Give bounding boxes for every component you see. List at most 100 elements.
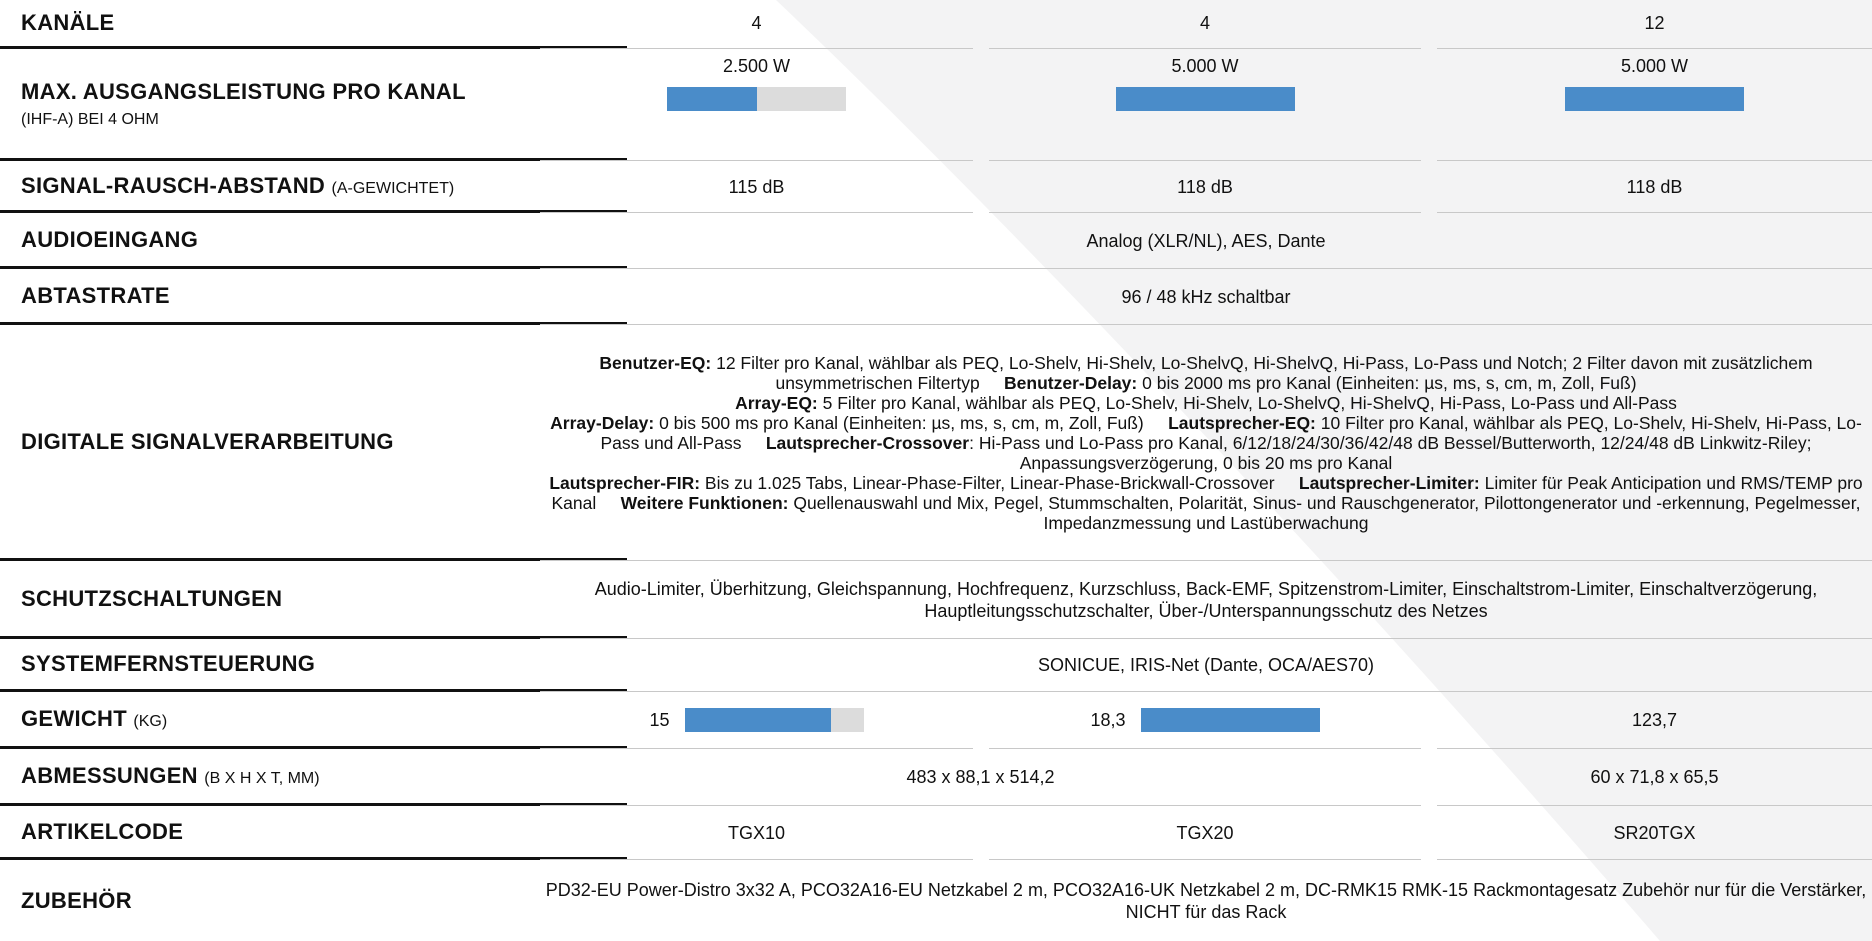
value-cell: SR20TGX — [1437, 806, 1872, 860]
value-cell: 18,3 — [989, 692, 1421, 749]
bar-track — [667, 87, 846, 111]
label-main: DIGITALE SIGNALVERARBEITUNG — [21, 428, 394, 454]
value-text: 15 — [649, 710, 670, 730]
row-label: DIGITALE SIGNALVERARBEITUNG — [0, 325, 627, 561]
table-row: ARTIKELCODE TGX10 TGX20 SR20TGX — [0, 806, 1872, 860]
description: Limiter für Peak Anticipation und RMS/TE… — [551, 472, 1863, 513]
bar-track — [684, 708, 864, 732]
value-text: 123,7 — [1631, 710, 1678, 730]
paragraph: Benutzer-EQ: 12 Filter pro Kanal, wählba… — [548, 353, 1864, 393]
value-text: 118 dB — [1177, 176, 1233, 197]
label-text: ARTIKELCODE — [21, 819, 627, 845]
label-text: GEWICHT (KG) — [21, 706, 627, 732]
row-label: GEWICHT (KG) — [0, 692, 627, 749]
label-main: AUDIOEINGANG — [21, 226, 199, 252]
bar-fill — [1115, 87, 1295, 111]
description: : Hi-Pass und Lo-Pass pro Kanal, 6/12/18… — [969, 432, 1812, 473]
label-main: ZUBEHÖR — [21, 887, 132, 913]
value-cell: 5.000 W — [1437, 49, 1872, 161]
value-cell: 4 — [540, 0, 973, 49]
value-cell: 60 x 71,8 x 65,5 — [1437, 749, 1872, 806]
label-text: ABTASTRATE — [21, 283, 627, 309]
label-text: MAX. AUSGANGSLEISTUNG PRO KANAL — [21, 79, 627, 105]
term: Benutzer-Delay: — [1004, 372, 1138, 393]
description: 0 bis 500 ms pro Kanal (Einheiten: µs, m… — [654, 412, 1144, 433]
description: Bis zu 1.025 Tabs, Linear-Phase-Filter, … — [700, 472, 1275, 493]
row-label: ZUBEHÖR — [0, 860, 627, 941]
label-main: MAX. AUSGANGSLEISTUNG PRO KANAL — [21, 78, 466, 104]
bar-fill — [667, 87, 757, 111]
table-row: ZUBEHÖR PD32-EU Power-Distro 3x32 A, PCO3… — [0, 860, 1872, 941]
value-cell: 15 — [540, 692, 973, 749]
row-label: ABTASTRATE — [0, 269, 627, 325]
value-cell: 118 dB — [1437, 161, 1872, 213]
label-main: SYSTEMFERNSTEUERUNG — [21, 651, 316, 676]
label-text: ABMESSUNGEN (B X H X T, MM) — [21, 763, 627, 789]
bar-track — [1565, 87, 1744, 111]
dsp-text: Benutzer-EQ: 12 Filter pro Kanal, wählba… — [540, 353, 1872, 533]
bar-fill — [1140, 708, 1320, 732]
table-row: AUDIOEINGANG Analog (XLR/NL), AES, Dante — [0, 213, 1872, 269]
description: 0 bis 2000 ms pro Kanal (Einheiten: µs, … — [1137, 372, 1637, 393]
label-text: SCHUTZSCHALTUNGEN — [21, 586, 627, 612]
value-cell: 96 / 48 kHz schaltbar — [540, 269, 1872, 325]
label-text: DIGITALE SIGNALVERARBEITUNG — [21, 429, 627, 455]
value-text: 115 dB — [728, 176, 785, 197]
row-label: MAX. AUSGANGSLEISTUNG PRO KANAL (IHF-A) B… — [0, 49, 627, 161]
bar-track — [1140, 708, 1320, 732]
term: Lautsprecher-Crossover — [765, 432, 970, 453]
value-text: 12 — [1644, 13, 1665, 33]
value-text: 118 dB — [1626, 176, 1683, 197]
table-row: ABMESSUNGEN (B X H X T, MM) 483 x 88,1 x … — [0, 749, 1872, 806]
table-row: MAX. AUSGANGSLEISTUNG PRO KANAL (IHF-A) B… — [0, 49, 1872, 161]
description: 10 Filter pro Kanal, wählbar als PEQ, Lo… — [600, 412, 1862, 453]
label-main: SCHUTZSCHALTUNGEN — [21, 585, 283, 611]
table-row: DIGITALE SIGNALVERARBEITUNG Benutzer-EQ: … — [0, 325, 1872, 561]
bar-fill — [1565, 87, 1744, 111]
background-shape — [776, 0, 1872, 941]
description: 5 Filter pro Kanal, wählbar als PEQ, Lo-… — [817, 392, 1677, 413]
value-text: TGX20 — [1176, 822, 1234, 843]
value-text: 96 / 48 kHz schaltbar — [1121, 286, 1291, 307]
value-cell: Audio-Limiter, Überhitzung, Gleichspannu… — [540, 561, 1872, 639]
term: Lautsprecher-EQ: — [1168, 412, 1316, 433]
table-row: SCHUTZSCHALTUNGEN Audio-Limiter, Überhitz… — [0, 561, 1872, 639]
value-cell: 5.000 W — [989, 49, 1421, 161]
value-cell: 483 x 88,1 x 514,2 — [540, 749, 1421, 806]
value-text: Analog (XLR/NL), AES, Dante — [1086, 230, 1326, 251]
label-text: ZUBEHÖR — [21, 888, 627, 914]
value-cell: 2.500 W — [540, 49, 973, 161]
value-text: SONICUE, IRIS-Net (Dante, OCA/AES70) — [1037, 655, 1375, 675]
label-text: KANÄLE — [21, 10, 627, 36]
value-text: 5.000 W — [1620, 56, 1689, 76]
label-note: (B X H X T, MM) — [204, 770, 320, 787]
label-main: KANÄLE — [21, 10, 115, 35]
bar-track — [1115, 87, 1295, 111]
label-main: ABTASTRATE — [21, 282, 170, 308]
label-main: ABMESSUNGEN — [21, 763, 198, 788]
label-main: SIGNAL-RAUSCH-ABSTAND — [21, 172, 326, 198]
label-text: SIGNAL-RAUSCH-ABSTAND (A-GEWICHTET) — [21, 173, 627, 199]
value-text: 483 x 88,1 x 514,2 — [906, 767, 1055, 787]
term: Lautsprecher-FIR: — [549, 472, 701, 493]
value-cell: PD32-EU Power-Distro 3x32 A, PCO32A16-EU… — [540, 860, 1872, 941]
row-label: ARTIKELCODE — [0, 806, 627, 860]
paragraph: Array-EQ: 5 Filter pro Kanal, wählbar al… — [548, 393, 1864, 413]
value-text: 2.500 W — [722, 56, 791, 76]
value-cell: 118 dB — [989, 161, 1421, 213]
value-text: 4 — [751, 13, 762, 33]
label-text: SYSTEMFERNSTEUERUNG — [21, 651, 627, 677]
label-note: (KG) — [133, 713, 168, 730]
value-cell: TGX20 — [989, 806, 1421, 860]
value-text: PD32-EU Power-Distro 3x32 A, PCO32A16-EU… — [545, 879, 1867, 922]
bar-rest — [756, 87, 846, 111]
row-label: AUDIOEINGANG — [0, 213, 627, 269]
value-text: Audio-Limiter, Überhitzung, Gleichspannu… — [594, 578, 1818, 621]
value-text: TGX10 — [727, 822, 786, 843]
label-main: ARTIKELCODE — [21, 818, 184, 844]
paragraph: Lautsprecher-FIR: Bis zu 1.025 Tabs, Lin… — [548, 473, 1864, 533]
value-text: 5.000 W — [1171, 56, 1239, 76]
value-cell: Analog (XLR/NL), AES, Dante — [540, 213, 1872, 269]
